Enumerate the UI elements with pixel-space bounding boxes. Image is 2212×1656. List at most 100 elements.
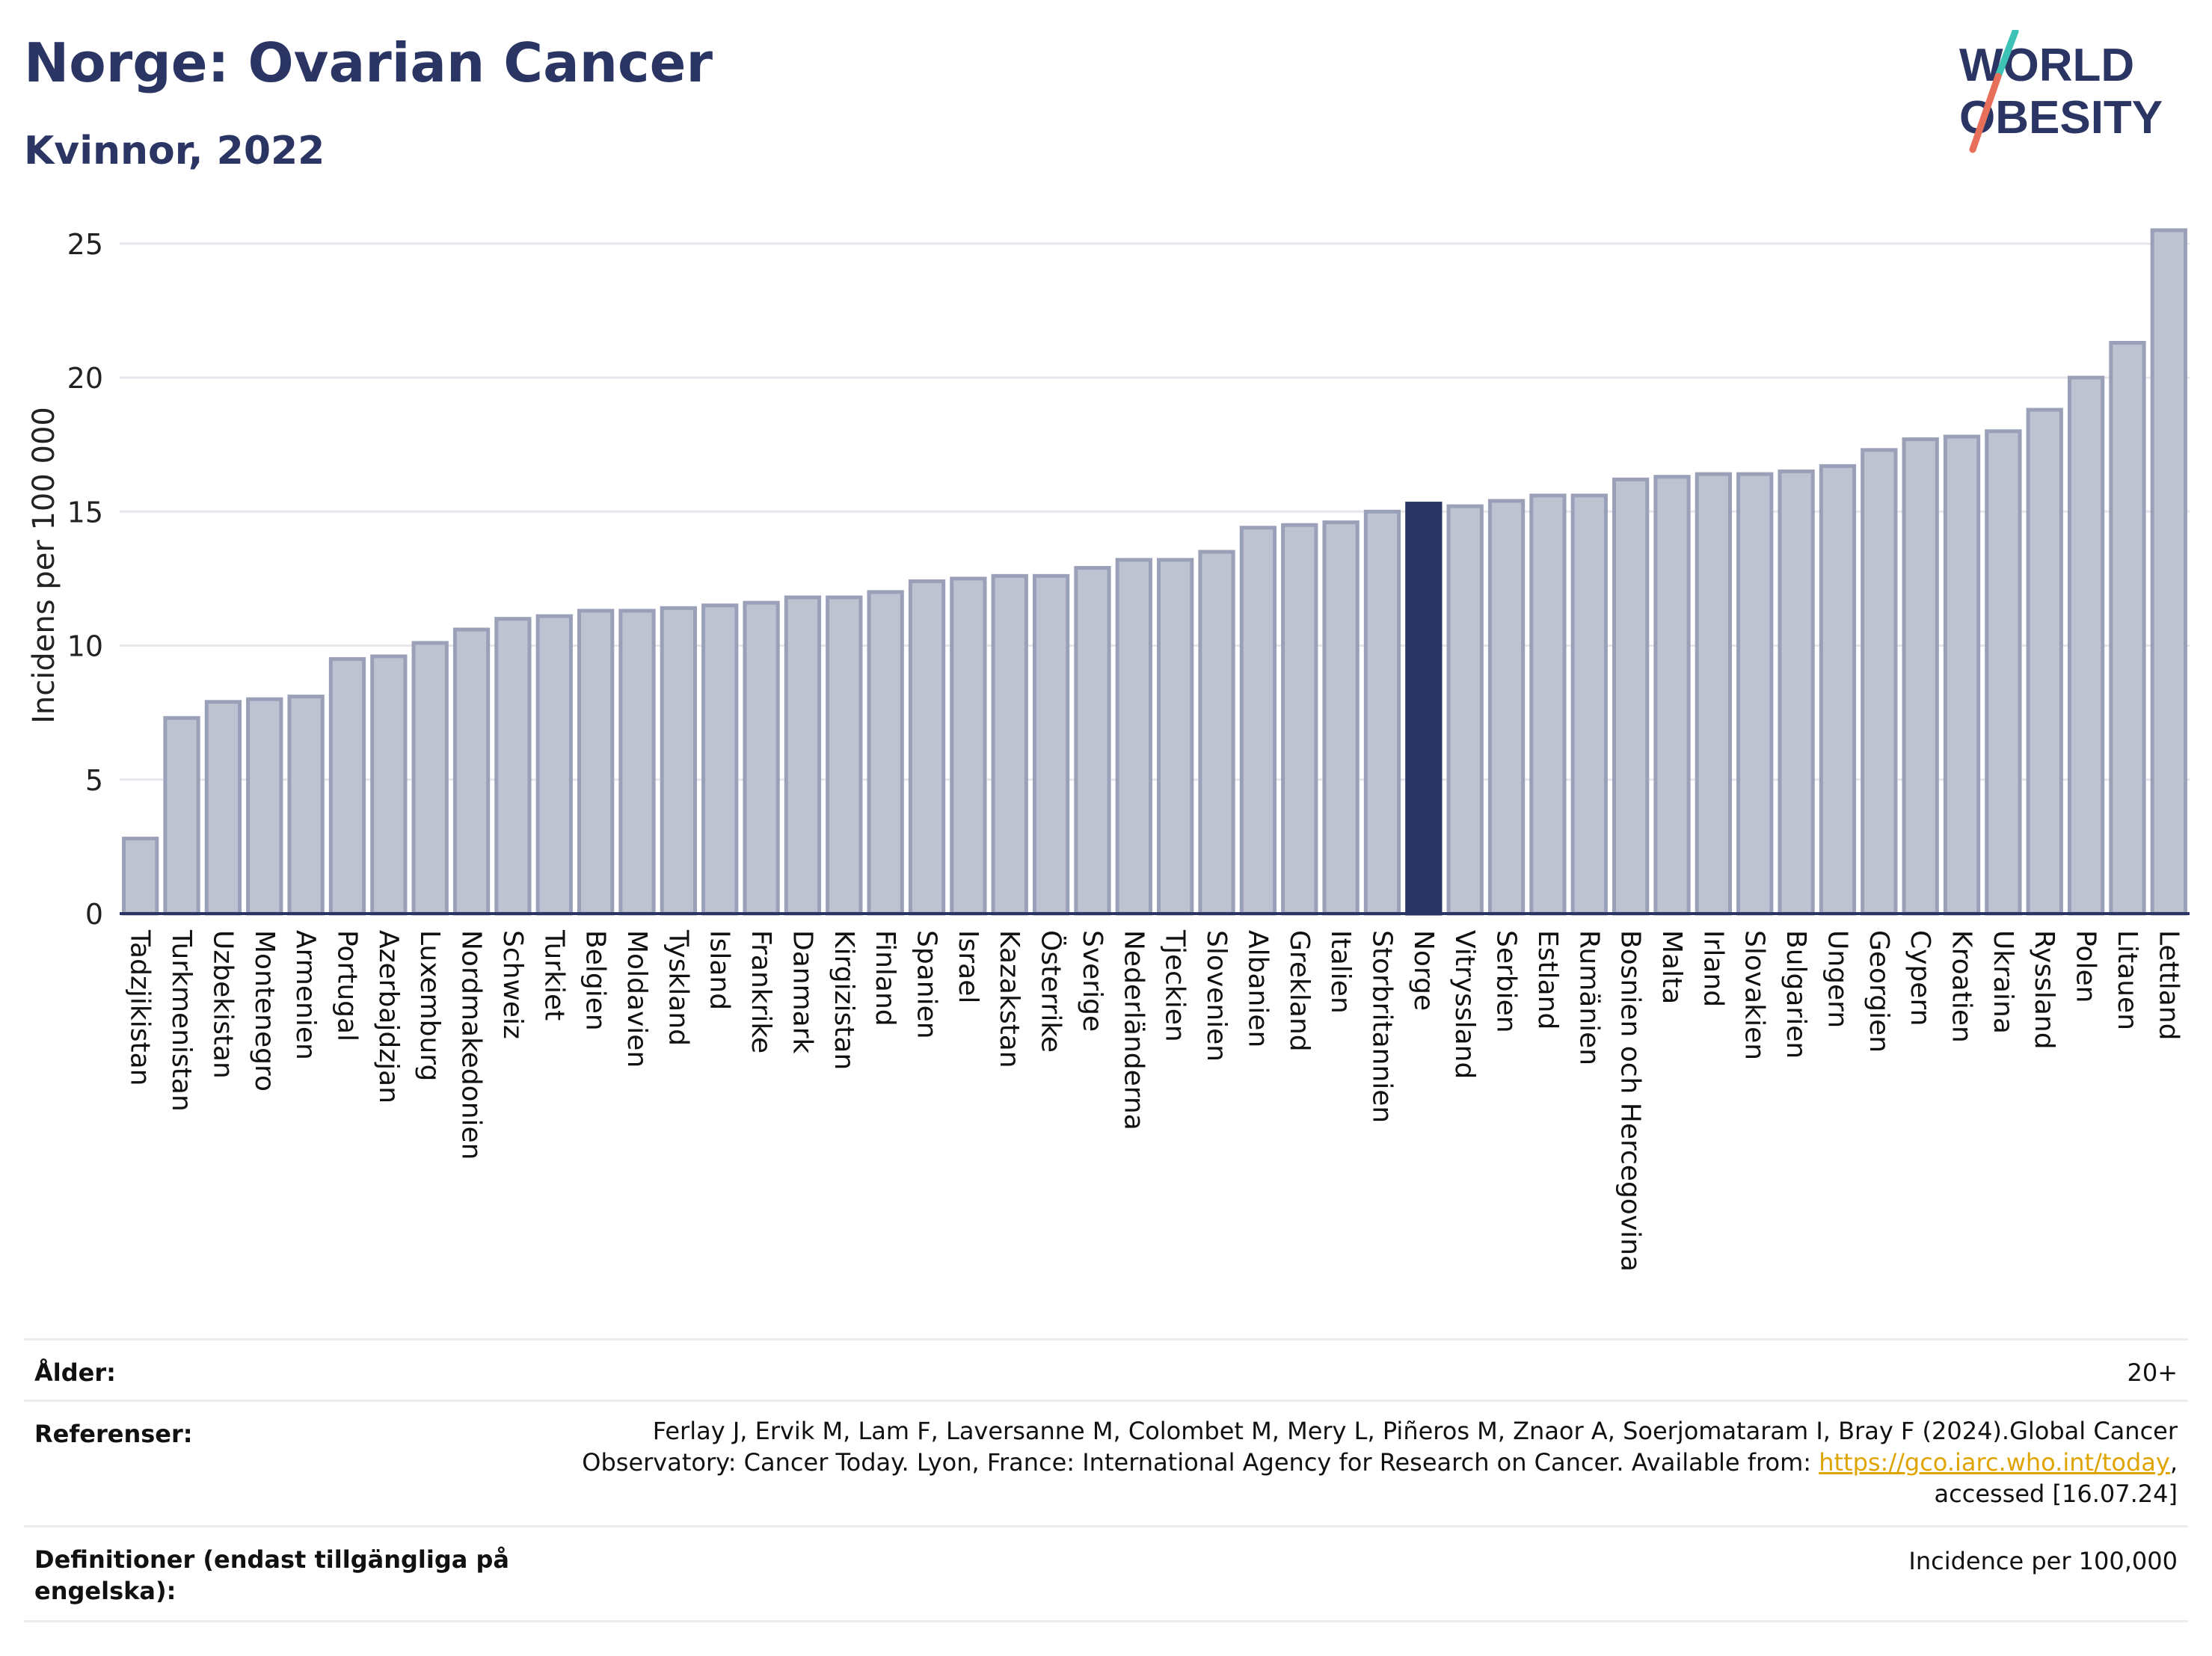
bar-Tyskland [660, 606, 698, 916]
bar-Tadzjikistan [122, 837, 159, 916]
x-tick-label: Ungern [1822, 930, 1852, 1028]
bar-Litauen [2109, 340, 2146, 916]
bar-Kazakstan [991, 573, 1028, 916]
x-tick-label: Slovenien [1201, 930, 1232, 1062]
x-tick-label: Moldavien [621, 930, 652, 1068]
bar-Azerbajdzjan [370, 654, 408, 916]
bar-Island [701, 603, 739, 916]
x-tick-label: Nederländerna [1118, 930, 1149, 1130]
bar-Nederländerna [1115, 558, 1152, 916]
bar-Belgien [577, 609, 615, 916]
x-tick-label: Belgien [580, 930, 611, 1031]
x-tick-label: Albanien [1242, 930, 1273, 1047]
bar-Cypern [1902, 437, 1939, 916]
bar-Tjeckien [1157, 558, 1194, 916]
x-tick-label: Portugal [331, 930, 362, 1041]
x-tick-label: Italien [1325, 930, 1356, 1014]
age-label: Ålder: [34, 1358, 116, 1387]
y-tick-label: 10 [67, 630, 103, 663]
bar-Schweiz [494, 617, 532, 916]
bar-Turkiet [535, 614, 573, 916]
x-tick-label: Storbritannien [1366, 930, 1397, 1123]
x-tick-label: Nordmakedonien [456, 930, 487, 1160]
definitions-value: Incidence per 100,000 [1908, 1547, 2178, 1575]
x-tick-label: Serbien [1491, 930, 1522, 1033]
bar-Serbien [1487, 499, 1526, 916]
bar-Ryssland [2026, 407, 2063, 916]
x-tick-label: Lettland [2153, 930, 2184, 1041]
x-tick-label: Sverige [1077, 930, 1107, 1032]
bar-Slovenien [1198, 550, 1235, 916]
x-tick-label: Österrike [1036, 930, 1067, 1053]
x-tick-label: Azerbajdzjan [373, 930, 404, 1104]
x-tick-label: Bulgarien [1781, 930, 1811, 1059]
x-tick-label: Schweiz [497, 930, 528, 1039]
bar-Bulgarien [1778, 470, 1815, 916]
x-tick-label: Island [704, 930, 735, 1010]
world-obesity-logo: WORLD OBESITY [1959, 30, 2163, 153]
bar-chart: 0 5 10 15 20 25 Incidens per 100 000 Tadzjikist… [27, 228, 2190, 1272]
x-tick-label: Malta [1656, 930, 1687, 1004]
bar-Irland [1695, 472, 1733, 916]
x-tick-label: Israel [953, 930, 983, 1003]
x-tick-label: Tjeckien [1160, 929, 1191, 1042]
bar-Spanien [908, 579, 946, 916]
x-tick-label: Bosnien och Hercegovina [1615, 930, 1646, 1272]
bar-Lettland [2150, 228, 2187, 916]
bar-Frankrike [743, 600, 780, 916]
bar-Sverige [1074, 566, 1111, 916]
x-tick-label: Finland [870, 930, 900, 1026]
x-tick-label: Estland [1532, 930, 1563, 1029]
bar-Israel [950, 576, 987, 916]
svg-text:WORLD: WORLD [1959, 40, 2134, 91]
bar-Moldavien [618, 609, 656, 916]
bar-Rumänien [1570, 493, 1608, 916]
x-tick-label: Armenien [290, 930, 321, 1060]
bar-Ungern [1819, 464, 1857, 916]
x-tick-label: Irland [1698, 930, 1728, 1007]
bar-Ukraina [1985, 429, 2022, 916]
x-tick-label: Frankrike [746, 930, 776, 1053]
bar-Bosnien och Hercegovina [1612, 477, 1650, 916]
age-value: 20+ [2127, 1358, 2178, 1387]
references-value: Ferlay J, Ervik M, Lam F, Laversanne M, … [582, 1415, 2178, 1509]
bar-Italien [1322, 520, 1360, 916]
y-tick-label: 15 [67, 496, 103, 529]
bar-Montenegro [246, 697, 283, 916]
x-tick-label: Tadzjikistan [125, 929, 156, 1086]
x-tick-label: Spanien [912, 930, 942, 1039]
bar-Vitryssland [1446, 504, 1484, 916]
bar-Österrike [1032, 573, 1070, 916]
x-tick-label: Kroatien [1947, 930, 1977, 1043]
definitions-label: Definitioner (endast tillgängliga på eng… [34, 1545, 509, 1605]
bar-Turkmenistan [163, 715, 200, 916]
bar-Danmark [784, 595, 822, 916]
reference-link[interactable]: https://gco.iarc.who.int/today [1819, 1448, 2170, 1477]
bar-Uzbekistan [204, 700, 242, 916]
bar-Finland [867, 590, 904, 916]
x-tick-label: Montenegro [249, 930, 280, 1092]
age-row: Ålder: 20+ [24, 1338, 2188, 1402]
y-tick-label: 0 [85, 898, 103, 931]
x-tick-label: Ryssland [2029, 930, 2059, 1050]
y-tick-label: 20 [67, 362, 103, 395]
bar-Kirgizistan [826, 595, 863, 916]
x-tick-label: Turkmenistan [166, 929, 197, 1112]
bar-Albanien [1239, 526, 1277, 916]
x-tick-label: Danmark [787, 930, 817, 1054]
references-label: Referenser: [34, 1420, 193, 1448]
x-tick-label: Ukraina [1988, 930, 2018, 1034]
bar-Armenien [287, 695, 325, 916]
bar-Nordmakedonien [452, 627, 491, 916]
bar-Norge [1405, 502, 1443, 916]
x-tick-label: Georgien [1864, 930, 1894, 1053]
bar-Georgien [1861, 448, 1898, 916]
bar-Estland [1529, 493, 1567, 916]
x-tick-label: Polen [2071, 930, 2101, 1003]
bar-Storbritannien [1363, 509, 1401, 916]
references-row: Referenser: Ferlay J, Ervik M, Lam F, La… [24, 1400, 2188, 1527]
reference-line-2: Observatory: Cancer Today. Lyon, France:… [582, 1448, 2178, 1477]
bar-Polen [2067, 375, 2105, 916]
x-tick-label: Cypern [1905, 930, 1935, 1026]
x-tick-label: Rumänien [1573, 930, 1604, 1065]
